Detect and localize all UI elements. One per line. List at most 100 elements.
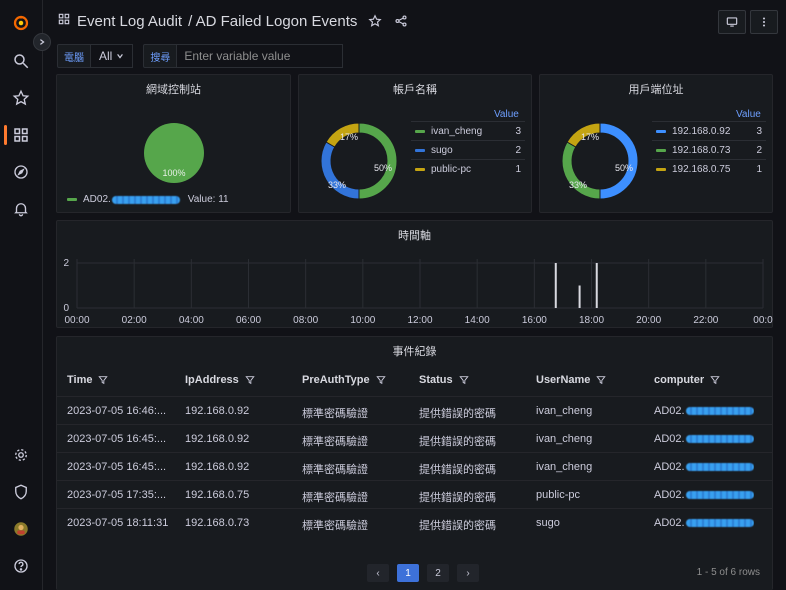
top-bar: Event Log Audit / AD Failed Logon Events bbox=[43, 0, 786, 42]
cell-text: AD02. bbox=[654, 405, 685, 417]
share-icon[interactable] bbox=[393, 13, 409, 29]
donut-slice-public-pc[interactable] bbox=[325, 122, 360, 148]
donut-slice-ivan-cheng[interactable] bbox=[358, 122, 398, 200]
dashboard-title[interactable]: / AD Failed Logon Events bbox=[188, 12, 358, 30]
monitor-icon bbox=[726, 17, 738, 27]
table-cell-computer: AD02. bbox=[654, 433, 754, 445]
filter-icon[interactable] bbox=[245, 375, 255, 385]
table-row[interactable]: 2023-07-05 16:45:... 192.168.0.92 標準密碼驗證 提供… bbox=[57, 452, 773, 480]
donut-slice-label: 17% bbox=[340, 132, 358, 142]
legend-swatch bbox=[415, 149, 425, 152]
cell-text: AD02. bbox=[654, 517, 685, 529]
cell-text: ivan_cheng bbox=[536, 461, 593, 473]
filter-icon[interactable] bbox=[98, 375, 109, 385]
x-tick-label: 10:00 bbox=[350, 315, 375, 326]
x-tick-label: 18:00 bbox=[579, 315, 604, 326]
more-options-button[interactable] bbox=[750, 10, 778, 34]
donut-slice-sugo[interactable] bbox=[320, 141, 360, 200]
donut-slice-label: 33% bbox=[328, 180, 346, 190]
donut-slice-192-168-0-92[interactable] bbox=[599, 122, 639, 200]
search-variable-input[interactable]: Enter variable value bbox=[177, 44, 344, 68]
page-1-button[interactable]: 1 bbox=[397, 564, 419, 582]
compass-icon[interactable] bbox=[10, 161, 32, 183]
legend-item[interactable]: AD02. Value: 11 bbox=[67, 194, 229, 205]
chevron-right-icon bbox=[40, 39, 45, 45]
search-icon[interactable] bbox=[10, 50, 32, 72]
table-row[interactable]: 2023-07-05 16:46:... 192.168.0.92 標準密碼驗證 提供… bbox=[57, 396, 773, 424]
column-header-preauthtype[interactable]: PreAuthType bbox=[302, 374, 386, 386]
x-tick-label: 02:00 bbox=[122, 315, 147, 326]
x-tick-label: 14:00 bbox=[465, 315, 490, 326]
filter-icon[interactable] bbox=[596, 375, 607, 385]
cell-text: AD02. bbox=[654, 433, 685, 445]
column-header-label: Time bbox=[67, 374, 93, 386]
donut-slice-192-168-0-75[interactable] bbox=[566, 122, 601, 148]
grafana-logo-icon[interactable] bbox=[10, 12, 32, 34]
cell-text: 標準密碼驗證 bbox=[302, 436, 368, 448]
column-header-status[interactable]: Status bbox=[419, 374, 469, 386]
timeline-bar[interactable] bbox=[595, 263, 598, 308]
column-header-username[interactable]: UserName bbox=[536, 374, 607, 386]
column-header-label: computer bbox=[654, 374, 705, 386]
column-header-time[interactable]: Time bbox=[67, 374, 109, 386]
timeline-chart: 00:00 02:00 04:00 06:00 08:00 10:00 12:00 14:00… bbox=[63, 258, 773, 326]
dashboards-grid-icon[interactable] bbox=[10, 124, 32, 146]
table-cell-ipaddress: 192.168.0.75 bbox=[185, 489, 249, 501]
column-header-label: PreAuthType bbox=[302, 374, 370, 386]
legend-item[interactable]: 192.168.0.75 1 bbox=[656, 164, 762, 175]
redacted-text bbox=[111, 195, 180, 204]
star-icon[interactable] bbox=[10, 87, 32, 109]
timeline-bar[interactable] bbox=[578, 285, 581, 309]
page-2-button[interactable]: 2 bbox=[427, 564, 449, 582]
computer-variable-select[interactable]: All bbox=[91, 44, 134, 68]
column-header-computer[interactable]: computer bbox=[654, 374, 720, 386]
legend-value: 2 bbox=[756, 145, 762, 156]
next-page-button[interactable]: › bbox=[457, 564, 479, 582]
legend-divider bbox=[652, 159, 766, 160]
filter-icon[interactable] bbox=[375, 375, 386, 385]
cell-text: 標準密碼驗證 bbox=[302, 520, 368, 532]
donut-slice-192-168-0-73[interactable] bbox=[561, 141, 601, 200]
help-icon[interactable] bbox=[10, 555, 32, 577]
cell-text: ivan_cheng bbox=[536, 405, 593, 417]
prev-page-button[interactable]: ‹ bbox=[367, 564, 389, 582]
x-tick-label: 00:0 bbox=[753, 315, 773, 326]
redacted-text bbox=[685, 519, 754, 528]
avatar[interactable] bbox=[10, 518, 32, 540]
table-cell-status: 提供錯誤的密碼 bbox=[419, 489, 496, 505]
x-tick-label: 20:00 bbox=[636, 315, 661, 326]
folder-title[interactable]: Event Log Audit bbox=[77, 12, 183, 30]
legend-item[interactable]: 192.168.0.92 3 bbox=[656, 126, 762, 137]
legend-value: 2 bbox=[515, 145, 521, 156]
star-icon[interactable] bbox=[367, 13, 383, 29]
shield-icon[interactable] bbox=[10, 481, 32, 503]
filter-icon[interactable] bbox=[458, 375, 469, 385]
gear-icon[interactable] bbox=[10, 444, 32, 466]
tv-mode-button[interactable] bbox=[718, 10, 746, 34]
legend-divider bbox=[652, 121, 766, 122]
legend-item[interactable]: 192.168.0.73 2 bbox=[656, 145, 762, 156]
legend-swatch bbox=[656, 149, 666, 152]
legend-value: Value: 11 bbox=[187, 194, 229, 205]
x-tick-label: 12:00 bbox=[407, 315, 432, 326]
pie-slice-ad02[interactable] bbox=[144, 123, 204, 183]
sidebar-collapse-button[interactable] bbox=[33, 33, 51, 51]
x-tick-label: 00:00 bbox=[64, 315, 89, 326]
cell-text: ivan_cheng bbox=[536, 433, 593, 445]
computer-variable-value: All bbox=[99, 49, 113, 63]
filter-icon[interactable] bbox=[710, 375, 720, 385]
donut-slice-label: 17% bbox=[581, 132, 599, 142]
legend-item[interactable]: public-pc 1 bbox=[415, 164, 521, 175]
table-row[interactable]: 2023-07-05 18:11:31 192.168.0.73 標準密碼驗證 提供錯… bbox=[57, 508, 773, 536]
legend-item[interactable]: sugo 2 bbox=[415, 145, 521, 156]
table-row[interactable]: 2023-07-05 16:45:... 192.168.0.92 標準密碼驗證 提供… bbox=[57, 424, 773, 452]
table-row[interactable]: 2023-07-05 17:35:... 192.168.0.75 標準密碼驗證 提供… bbox=[57, 480, 773, 508]
column-header-ipaddress[interactable]: IpAddress bbox=[185, 374, 255, 386]
legend-item[interactable]: ivan_cheng 3 bbox=[415, 126, 521, 137]
table-cell-preauthtype: 標準密碼驗證 bbox=[302, 433, 368, 449]
timeline-bar[interactable] bbox=[554, 263, 557, 308]
panel-client-address: 用戶端位址 50% 33% 17% Value 192.168.0.92 3 192… bbox=[539, 74, 773, 213]
table-cell-time: 2023-07-05 16:46:... bbox=[67, 405, 166, 417]
panel-events: 事件紀錄 Time IpAddress PreAuthType Status U… bbox=[56, 336, 773, 590]
bell-icon[interactable] bbox=[10, 198, 32, 220]
